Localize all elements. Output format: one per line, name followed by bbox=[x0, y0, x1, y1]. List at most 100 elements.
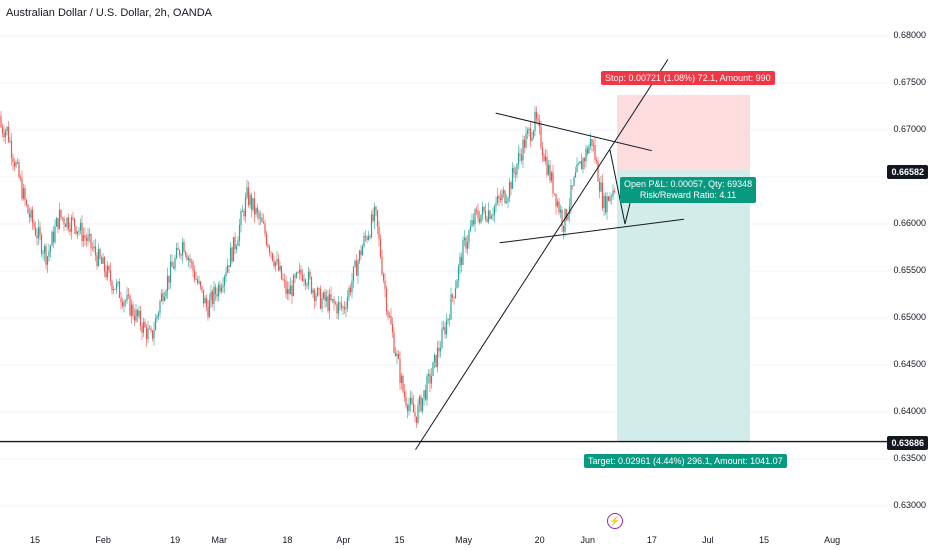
candle-body bbox=[490, 216, 493, 219]
candle-body bbox=[133, 316, 136, 321]
candle-body bbox=[213, 286, 215, 304]
take-profit-label[interactable]: Target: 0.02961 (4.44%) 296.1, Amount: 1… bbox=[584, 454, 787, 468]
candle-body bbox=[327, 296, 329, 311]
candle-body bbox=[462, 240, 464, 265]
candle-body bbox=[33, 222, 35, 228]
candle-body bbox=[426, 376, 428, 400]
candle-body bbox=[433, 354, 436, 363]
candle-body bbox=[192, 261, 194, 271]
candle-body bbox=[574, 172, 577, 178]
candle-body bbox=[604, 195, 607, 213]
candle-body bbox=[184, 251, 187, 256]
candle-body bbox=[73, 218, 76, 227]
candle-body bbox=[247, 187, 250, 205]
candle-body bbox=[346, 297, 349, 309]
candle-body bbox=[457, 266, 460, 281]
candle-body bbox=[517, 153, 520, 164]
candle-body bbox=[417, 404, 419, 423]
candle-body bbox=[498, 196, 500, 199]
candle-body bbox=[352, 266, 355, 282]
candle-body bbox=[609, 196, 611, 201]
candle-body bbox=[516, 163, 518, 175]
candle-body bbox=[250, 195, 253, 210]
candle-body bbox=[471, 220, 473, 227]
candle-body bbox=[586, 148, 589, 154]
candle-body bbox=[556, 201, 559, 207]
candle-body bbox=[373, 206, 376, 221]
candle-body bbox=[91, 247, 94, 249]
candle-body bbox=[393, 332, 395, 353]
candle-body bbox=[255, 208, 257, 215]
time-tick-label: Jun bbox=[580, 535, 596, 545]
candle-body bbox=[102, 257, 104, 264]
candle-body bbox=[367, 235, 370, 240]
candle-body bbox=[282, 278, 284, 280]
price-tick-label: 0.63500 bbox=[893, 453, 926, 463]
candle-body bbox=[16, 162, 19, 163]
price-tick-label: 0.65000 bbox=[893, 312, 926, 322]
candle-body bbox=[48, 251, 50, 257]
candle-body bbox=[312, 290, 314, 294]
candle-body bbox=[598, 181, 601, 192]
candle-body bbox=[478, 218, 481, 223]
candle-body bbox=[156, 315, 158, 319]
candle-body bbox=[120, 297, 122, 303]
candle-body bbox=[607, 196, 610, 201]
candle-body bbox=[279, 265, 281, 271]
candle-body bbox=[49, 245, 52, 252]
candle-body bbox=[219, 284, 221, 292]
candle-body bbox=[294, 275, 296, 278]
candle-body bbox=[441, 328, 443, 348]
time-tick-label: Aug bbox=[824, 535, 841, 545]
candle-body bbox=[180, 255, 182, 257]
candle-body bbox=[436, 347, 439, 367]
candle-body bbox=[39, 227, 41, 236]
candle-body bbox=[142, 322, 145, 333]
candle-body bbox=[97, 249, 100, 266]
candle-body bbox=[555, 193, 557, 207]
candle-body bbox=[610, 196, 613, 198]
candle-body bbox=[22, 188, 25, 199]
candle-body bbox=[61, 217, 64, 219]
candle-body bbox=[162, 293, 164, 301]
candle-body bbox=[4, 131, 7, 138]
candle-body bbox=[571, 185, 574, 187]
candle-body bbox=[1, 127, 4, 134]
candle-body bbox=[363, 235, 365, 247]
candle-body bbox=[144, 322, 146, 328]
open-pnl-text: Open P&L: 0.00057, Qty: 69348 bbox=[624, 179, 753, 189]
candle-body bbox=[267, 244, 269, 247]
candle-body bbox=[201, 286, 203, 290]
stop-loss-label[interactable]: Stop: 0.00721 (1.08%) 72.1, Amount: 990 bbox=[601, 71, 775, 85]
candle-body bbox=[316, 288, 319, 297]
candle-body bbox=[112, 288, 115, 291]
candle-body bbox=[508, 182, 511, 199]
candle-body bbox=[448, 318, 451, 320]
candle-body bbox=[477, 210, 479, 219]
candle-body bbox=[211, 291, 214, 304]
candle-body bbox=[178, 249, 181, 256]
time-tick-label: May bbox=[455, 535, 473, 545]
candle-body bbox=[489, 210, 491, 219]
candle-body bbox=[123, 301, 125, 307]
candle-body bbox=[196, 279, 199, 283]
candle-body bbox=[483, 206, 485, 212]
candle-body bbox=[507, 198, 509, 202]
candle-body bbox=[81, 222, 83, 242]
lightning-icon[interactable]: ⚡ bbox=[607, 513, 623, 529]
candle-body bbox=[160, 293, 163, 302]
candle-body bbox=[481, 206, 484, 215]
candle-body bbox=[136, 309, 139, 317]
candle-body bbox=[27, 204, 29, 214]
candle-body bbox=[100, 258, 103, 264]
time-tick-label: 19 bbox=[170, 535, 181, 545]
open-pnl-label[interactable]: Open P&L: 0.00057, Qty: 69348 Risk/Rewar… bbox=[620, 177, 757, 203]
time-tick-label: 18 bbox=[282, 535, 293, 545]
price-tick-label: 0.66000 bbox=[893, 218, 926, 228]
candle-body bbox=[270, 252, 272, 254]
candle-body bbox=[567, 214, 569, 220]
candle-body bbox=[532, 130, 535, 138]
candle-body bbox=[390, 316, 392, 325]
candle-body bbox=[34, 227, 37, 236]
